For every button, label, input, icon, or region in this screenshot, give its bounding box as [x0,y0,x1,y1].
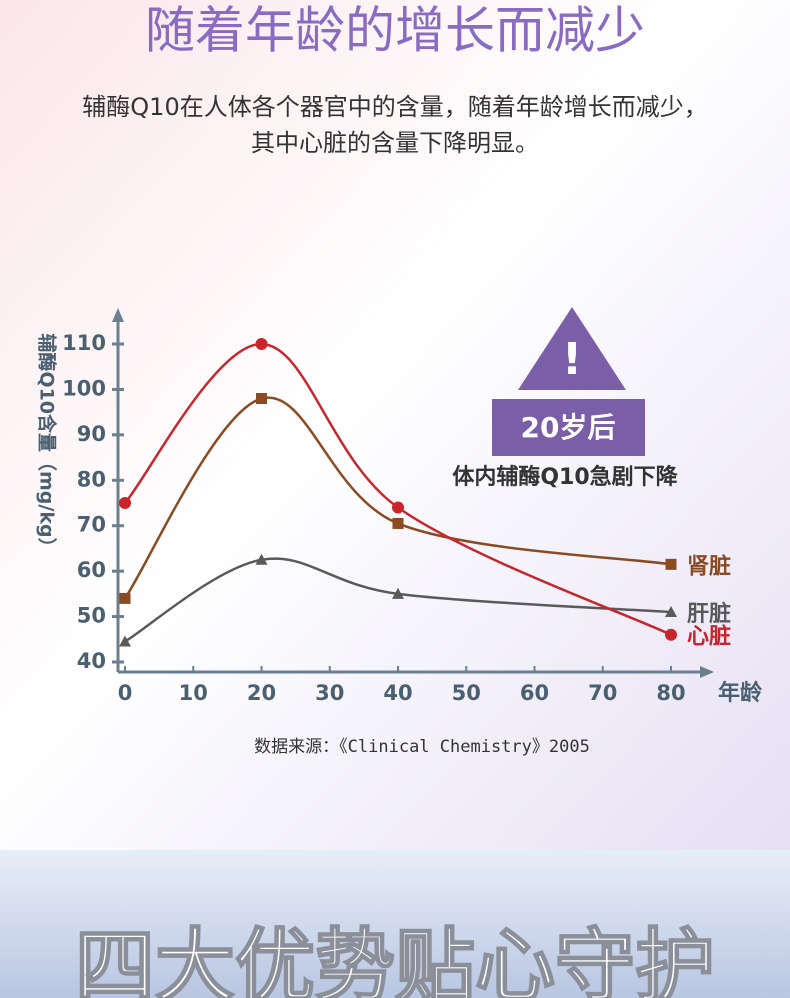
badge [492,399,645,456]
badge-text: 20岁后 [521,411,616,444]
y-tick-label: 70 [77,513,106,537]
marker [119,497,131,509]
series-label: 肝脏 [687,601,731,627]
x-axis-arrow [700,666,714,678]
x-tick-label: 10 [179,681,208,705]
source: 数据来源：《Clinical Chemistry》2005 [254,737,590,757]
title: 随着年龄的增长而减少 [145,2,645,60]
subtitle: 辅酶Q10在人体各个器官中的含量，随着年龄增长而减少， [82,93,707,121]
y-tick-label: 80 [77,467,106,491]
x-tick-label: 40 [383,681,412,705]
y-tick-label: 40 [77,649,106,673]
line [124,557,672,643]
x-tick-label: 60 [520,681,549,705]
y-axis-label: 辅酶Q10含量（mg/kg） [36,333,59,556]
series-label: 心脏 [687,624,731,650]
background [0,0,790,850]
banner: 四大优势贴心守护 [75,920,715,998]
x-tick-label: 80 [656,681,685,705]
x-tick-label: 30 [315,681,344,705]
warning-symbol: ! [562,334,582,385]
marker [665,558,677,570]
warning-icon [518,307,626,390]
marker [665,628,677,641]
y-tick-label: 60 [77,558,106,582]
marker [392,517,404,529]
marker [119,592,131,604]
series-label: 肾脏 [687,553,731,579]
x-axis-label: 年龄 [718,680,763,706]
x-tick-label: 20 [247,681,276,705]
y-tick-label: 90 [77,422,106,446]
banner-background [0,850,790,998]
annotation: 体内辅酶Q10急剧下降 [452,464,678,490]
x-tick-label: 0 [118,681,133,705]
marker [392,501,404,514]
y-tick-label: 50 [77,604,106,628]
marker [665,606,677,618]
line [123,396,672,600]
y-tick-label: 100 [62,376,106,400]
x-tick-label: 50 [452,681,481,705]
marker [119,635,131,647]
marker [255,338,268,350]
x-tick-label: 70 [588,681,617,705]
y-tick-label: 110 [62,331,106,355]
subtitle: 其中心脏的含量下降明显。 [251,129,539,157]
line [124,342,672,636]
y-axis-arrow [112,308,124,322]
marker [255,553,268,565]
marker [256,393,267,405]
marker [392,587,404,599]
